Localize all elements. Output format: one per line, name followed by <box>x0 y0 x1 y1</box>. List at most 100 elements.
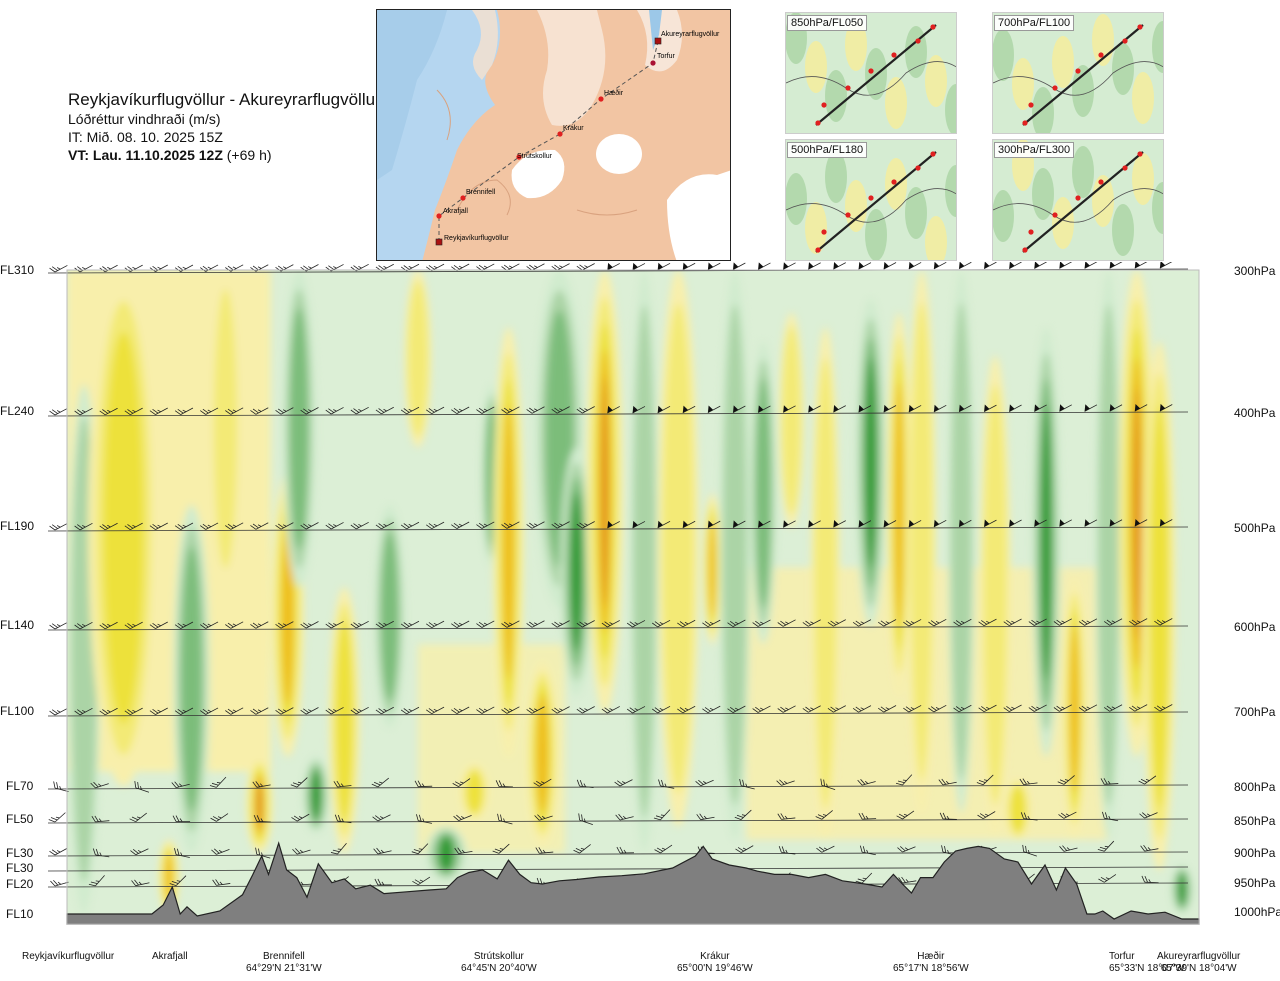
wind-barb <box>99 621 118 630</box>
station-name: Torfur <box>1109 951 1135 962</box>
hpa-label: 600hPa <box>1234 620 1276 634</box>
station-label: Hæðir 65°17'N 18°56'W <box>893 951 969 975</box>
wind-barb <box>526 706 545 714</box>
wind-barb <box>1003 618 1022 626</box>
thumbnail-blob <box>993 190 1014 242</box>
wind-barb <box>752 705 771 713</box>
lead-time: (+69 h) <box>226 147 272 163</box>
thumbnail-blob <box>805 41 827 93</box>
wind-barb <box>451 521 470 529</box>
wind-barb <box>1129 704 1148 712</box>
wind-barb <box>501 521 520 529</box>
wind-barb <box>169 875 187 886</box>
wind-barb <box>333 780 352 788</box>
fl-label: FL10 <box>6 907 34 921</box>
wind-barb <box>928 704 947 713</box>
thumbnail-700[interactable]: 700hPa/FL100 <box>992 12 1164 134</box>
wind-barb <box>476 620 495 628</box>
wind-barb <box>695 779 714 787</box>
thumbnail-waypoint <box>1052 85 1058 91</box>
wind-barb <box>735 845 754 853</box>
wind-barb <box>49 408 68 416</box>
fl-label: FL30 <box>6 861 34 875</box>
velocity-column <box>910 302 933 781</box>
wind-barb <box>551 406 570 414</box>
thumbnail-blob <box>1032 87 1054 133</box>
map-label-strutskollur: Strútskollur <box>517 153 553 160</box>
wind-barb <box>1102 811 1119 822</box>
wind-barb <box>275 522 294 530</box>
wind-barb <box>275 407 294 415</box>
map-label-krakur: Krákur <box>563 125 584 132</box>
wind-barb <box>212 879 231 886</box>
wind-barb <box>578 813 593 826</box>
station-coord: 65°17'N 18°56'W <box>893 963 969 974</box>
wind-barb <box>908 404 922 413</box>
wind-barb <box>696 813 715 821</box>
wind-barb <box>426 406 445 415</box>
wind-barb <box>551 706 570 714</box>
parameter-label: Lóðréttur vindhraði (m/s) <box>68 111 221 127</box>
thumbnail-waypoint <box>1022 120 1028 126</box>
thumbnail-label: 850hPa/FL050 <box>787 15 868 31</box>
wind-barb <box>601 706 620 714</box>
wind-barb <box>1104 704 1123 712</box>
wind-barb <box>928 618 947 627</box>
wind-barb <box>682 520 696 529</box>
wind-barb <box>451 620 470 628</box>
wind-barb <box>91 815 110 823</box>
wind-barb <box>657 262 671 271</box>
wind-barb <box>938 778 957 786</box>
station-name: Akrafjall <box>152 951 188 962</box>
wind-barb <box>250 407 269 415</box>
wind-barb <box>1138 775 1157 785</box>
velocity-column <box>536 694 548 814</box>
station-coord: 65°39'N 18°04'W <box>1160 963 1237 974</box>
wind-barb <box>174 522 194 530</box>
thumbnail-waypoint <box>1052 212 1058 218</box>
wind-barb <box>953 704 972 713</box>
thumbnail-waypoint <box>815 247 821 253</box>
thumbnail-waypoint <box>1028 102 1034 108</box>
wind-barb <box>734 809 752 820</box>
thumbnail-blob <box>945 84 956 133</box>
wind-barb <box>702 619 721 628</box>
wind-barb <box>171 781 190 788</box>
thumbnail-850[interactable]: 850hPa/FL050 <box>785 12 957 134</box>
thumbnail-label: 700hPa/FL100 <box>994 15 1075 31</box>
wind-barb <box>497 813 513 825</box>
thumbnail-waypoint <box>1022 247 1028 253</box>
wind-barb <box>292 848 311 855</box>
velocity-column <box>165 853 173 901</box>
fl-label: FL190 <box>0 519 35 533</box>
wind-barb <box>757 520 771 528</box>
fl-label: FL100 <box>0 704 35 718</box>
station-coord: 64°45'N 20°40'W <box>461 963 537 974</box>
wind-barb <box>857 779 876 786</box>
wind-barb <box>978 704 997 713</box>
wind-barb <box>657 405 671 414</box>
wind-barb <box>983 404 997 413</box>
wind-barb <box>134 780 150 793</box>
wind-barb <box>124 522 143 531</box>
thumbnail-waypoint <box>930 24 936 30</box>
wind-barb <box>1019 778 1038 785</box>
wind-barb <box>1009 262 1022 269</box>
wind-barb <box>209 776 227 788</box>
thumbnail-500[interactable]: 500hPa/FL180 <box>785 139 957 261</box>
wind-barb <box>1034 519 1047 527</box>
thumbnail-waypoint <box>1028 229 1034 235</box>
velocity-column <box>311 770 321 820</box>
wind-barb <box>74 707 93 716</box>
wind-barb <box>526 620 545 628</box>
pressure-level-line <box>47 818 1189 824</box>
thumbnail-300[interactable]: 300hPa/FL300 <box>992 139 1164 261</box>
thumbnail-coast <box>993 188 1163 223</box>
wind-barb <box>878 705 897 713</box>
pressure-level-line <box>47 711 1189 717</box>
wind-barb <box>883 519 897 528</box>
fl-label: FL70 <box>6 779 34 793</box>
wind-barb <box>1053 704 1072 712</box>
station-name: Reykjavíkurflugvöllur <box>22 951 115 962</box>
plot-frame <box>66 269 1200 925</box>
